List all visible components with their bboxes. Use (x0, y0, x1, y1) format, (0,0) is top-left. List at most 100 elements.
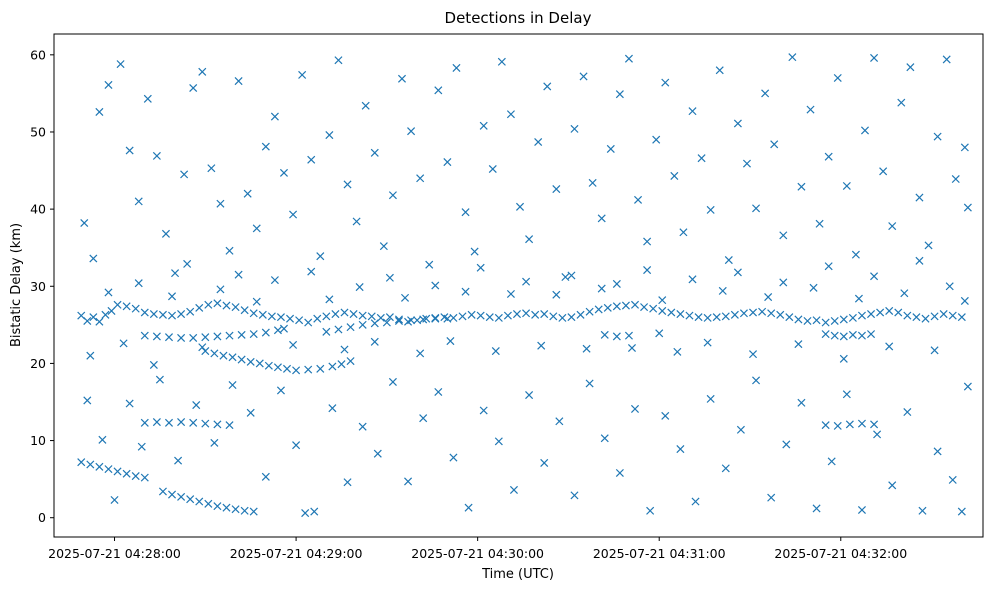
y-tick-label: 50 (30, 124, 46, 139)
data-point (857, 505, 866, 515)
data-point (261, 472, 270, 481)
data-point (860, 126, 870, 135)
data-point (416, 174, 425, 183)
data-point (298, 70, 307, 79)
data-point (870, 420, 879, 429)
x-axis-label: Time (UTC) (481, 567, 554, 582)
data-point (95, 317, 104, 326)
data-point (603, 303, 612, 312)
data-point (661, 78, 670, 87)
data-point (612, 302, 621, 311)
data-point (488, 164, 497, 174)
y-tick-label: 60 (30, 47, 46, 62)
data-point (543, 82, 552, 91)
data-point (830, 316, 839, 326)
data-point (552, 185, 561, 194)
data-point (930, 312, 939, 321)
data-point (948, 475, 957, 484)
data-point (821, 421, 830, 430)
data-point (164, 333, 174, 342)
data-point (334, 325, 343, 334)
chart-title: Detections in Delay (445, 9, 592, 27)
data-point (304, 318, 313, 327)
data-point (83, 316, 92, 326)
data-point (180, 170, 189, 179)
data-point (730, 310, 739, 319)
data-point (679, 228, 688, 237)
data-point (812, 504, 821, 513)
data-point (131, 472, 140, 481)
data-point (80, 218, 89, 228)
data-point (355, 283, 364, 292)
data-point (267, 312, 276, 321)
data-point (821, 318, 830, 327)
data-point (116, 60, 125, 69)
data-point (201, 419, 210, 428)
data-point (419, 315, 428, 324)
data-point (733, 119, 742, 128)
data-point (851, 250, 860, 259)
data-point (491, 347, 500, 356)
data-point (171, 269, 180, 278)
data-point (83, 396, 92, 405)
data-point (177, 492, 186, 501)
data-point (225, 246, 234, 255)
data-point (249, 309, 258, 318)
data-point (567, 271, 576, 280)
data-point (857, 331, 866, 340)
data-point (558, 313, 567, 322)
data-point (246, 357, 255, 366)
data-point (676, 310, 685, 319)
data-point (213, 332, 222, 341)
data-point (867, 310, 876, 319)
data-point (739, 309, 748, 318)
data-point (485, 313, 494, 322)
data-point (652, 135, 661, 144)
data-point (758, 307, 767, 316)
data-point (703, 313, 712, 322)
data-point (125, 146, 134, 155)
data-point (960, 296, 969, 305)
data-point (621, 301, 630, 310)
data-point (839, 332, 848, 341)
data-point (189, 418, 198, 427)
data-point (140, 418, 149, 427)
data-point (531, 310, 540, 319)
data-point (282, 364, 292, 373)
data-point (585, 379, 594, 388)
data-point (370, 148, 379, 157)
data-point (174, 456, 183, 465)
data-point (316, 364, 325, 373)
data-point (343, 180, 352, 189)
data-point (261, 142, 270, 151)
data-point (404, 477, 413, 486)
data-point (161, 229, 170, 238)
data-point (149, 310, 158, 319)
data-point (552, 290, 561, 299)
data-point (237, 330, 246, 339)
data-point (842, 181, 851, 191)
data-point (219, 351, 228, 360)
data-point (470, 247, 479, 256)
data-point (207, 164, 216, 173)
data-point (703, 338, 712, 347)
data-point (888, 222, 897, 231)
data-point (833, 421, 842, 430)
data-point (164, 418, 174, 427)
data-point (201, 333, 210, 342)
data-point (525, 391, 534, 400)
data-point (537, 341, 546, 350)
data-point (503, 311, 512, 320)
data-point (630, 404, 640, 413)
data-point (422, 314, 431, 323)
data-point (555, 417, 564, 426)
data-point (918, 506, 927, 515)
data-point (134, 279, 143, 288)
data-point (101, 310, 110, 319)
data-point (104, 465, 113, 474)
data-point (534, 137, 543, 147)
data-point (213, 299, 222, 308)
data-point (597, 214, 606, 223)
data-point (612, 332, 621, 341)
